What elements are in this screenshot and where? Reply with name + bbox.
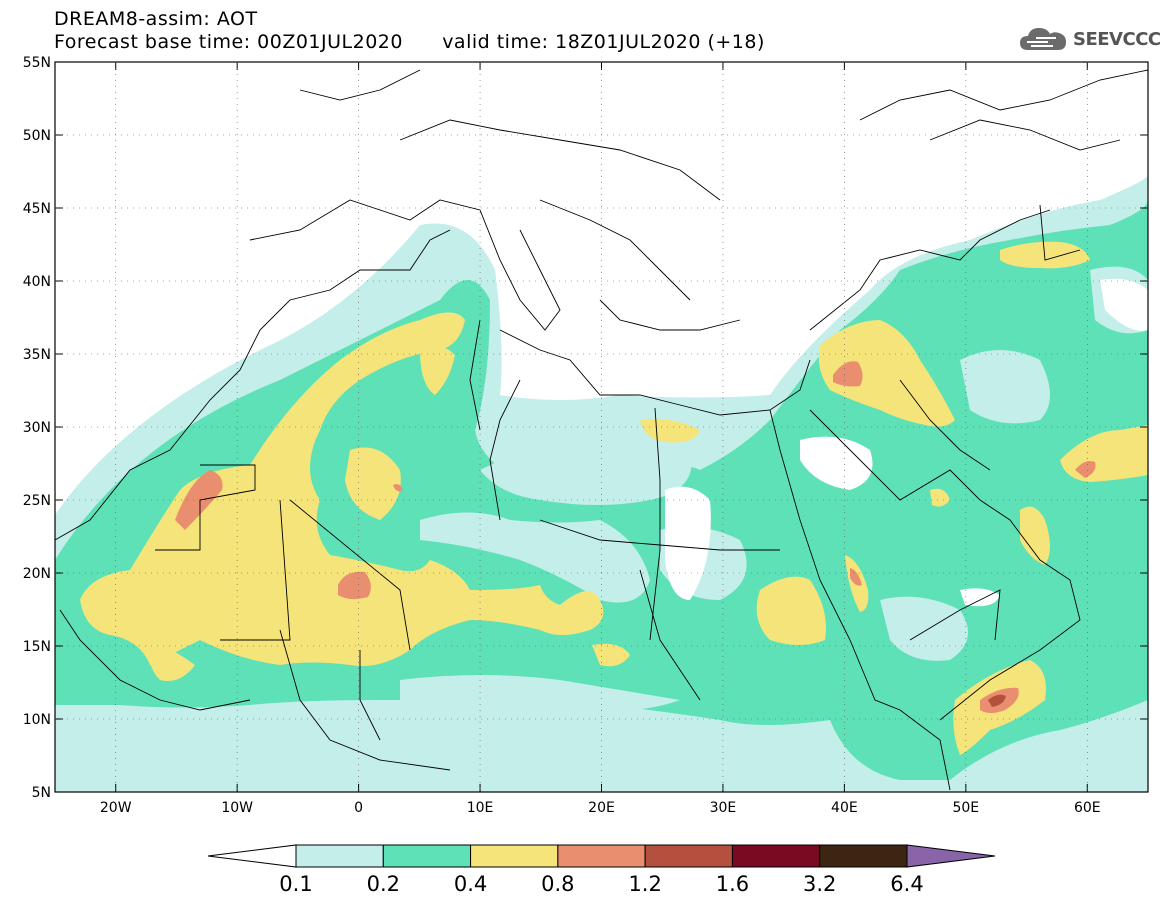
lat-label: 55N: [23, 55, 51, 71]
aot-fields: [55, 175, 1148, 792]
title-line-2: Forecast base time: 00Z01JUL2020 valid t…: [54, 31, 765, 53]
colorbar-label: 3.2: [803, 872, 836, 896]
colorbar-cell: [207, 844, 297, 868]
aot-band-clear: [960, 588, 1000, 607]
colorbar-label: 1.6: [716, 872, 749, 896]
aot-band-0.8: [833, 361, 863, 387]
aot-band-0.1: [960, 350, 1050, 424]
colorbar-cell: [470, 844, 559, 868]
colorbar-cell: [819, 844, 908, 868]
aot-band-1.2: [988, 694, 1006, 707]
lat-label: 40N: [23, 274, 51, 290]
lat-label: 30N: [23, 420, 51, 436]
aot-band-0.1: [480, 430, 692, 505]
colorbar-label: 0.1: [279, 872, 312, 896]
lat-label: 10N: [23, 712, 51, 728]
colorbar-label: 0.8: [541, 872, 574, 896]
aot-band-0.8: [393, 484, 403, 492]
lat-label: 35N: [23, 347, 51, 363]
aot-band-0.4: [592, 643, 630, 667]
lon-label: 30E: [710, 800, 737, 816]
aot-band-0.4: [148, 640, 195, 681]
lon-label: 60E: [1074, 800, 1101, 816]
lat-labels: 55N 50N 45N 40N 35N 30N 25N 20N 15N 10N 5N: [23, 55, 51, 801]
aot-band-0.4: [640, 418, 700, 443]
colorbar-label: 1.2: [628, 872, 661, 896]
lon-label: 0: [354, 800, 363, 816]
colorbar-cell: [382, 844, 472, 868]
aot-band-0.4: [80, 312, 604, 666]
cloud-icon: [1020, 28, 1066, 50]
aot-band-clear: [1100, 278, 1148, 331]
aot-band-0.4: [420, 346, 455, 395]
colorbar-label: 6.4: [890, 872, 923, 896]
lat-label: 15N: [23, 639, 51, 655]
lon-label: 50E: [952, 800, 979, 816]
aot-band-0.4: [756, 576, 826, 645]
aot-band-0.4: [818, 320, 955, 427]
lon-label: 40E: [831, 800, 858, 816]
colorbar-cell: [731, 844, 821, 868]
aot-band-0.4: [930, 488, 950, 507]
coastlines: [55, 69, 1148, 791]
aot-band-0.4: [1000, 241, 1090, 269]
lat-label: 20N: [23, 566, 51, 582]
lon-label: 20W: [100, 800, 132, 816]
lat-label: 45N: [23, 201, 51, 217]
lon-labels: 20W 10W 0 10E 20E 30E 40E 50E 60E: [100, 800, 1101, 816]
aot-band-0.4: [345, 447, 401, 520]
aot-band-0.8: [1075, 461, 1096, 478]
lon-label: 10W: [221, 800, 253, 816]
colorbar-cell: [295, 844, 384, 868]
aot-band-clear: [665, 486, 711, 600]
aot-band-0.1: [880, 596, 968, 661]
colorbar-cell: [906, 844, 996, 868]
lon-label: 10E: [467, 800, 494, 816]
aot-band-0.4: [1020, 506, 1050, 565]
seevccc-logo: SEEVCCC: [1018, 24, 1161, 54]
lat-label: 25N: [23, 493, 51, 509]
logo-text: SEEVCCC: [1073, 28, 1161, 50]
colorbar-cell: [644, 844, 733, 868]
colorbar-cell: [557, 844, 646, 868]
aot-band-clear: [800, 436, 873, 490]
colorbar: 0.1 0.2 0.4 0.8 1.2 1.6 3.2 6.4: [207, 844, 996, 896]
axis-ticks: [55, 61, 1148, 793]
title-line-1: DREAM8-assim: AOT: [54, 8, 258, 30]
lon-label: 20E: [588, 800, 615, 816]
colorbar-label: 0.4: [454, 872, 487, 896]
lat-label: 50N: [23, 128, 51, 144]
lat-label: 5N: [32, 785, 51, 801]
aot-band-0.8: [175, 470, 223, 530]
aot-band-0.1: [400, 675, 680, 713]
aot-band-0.1: [420, 512, 650, 603]
aot-band-0.8: [338, 571, 371, 600]
aot-band-0.8: [850, 568, 862, 586]
colorbar-label: 0.2: [367, 872, 400, 896]
